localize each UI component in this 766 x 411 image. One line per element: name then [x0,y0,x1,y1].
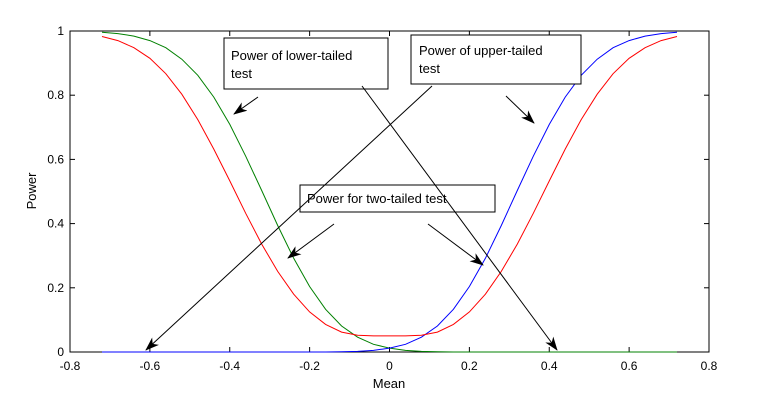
annotation-upper-tailed: Power of upper-tailed test [410,34,582,85]
annotation-lower-line1: Power of lower-tailed [231,48,352,63]
x-tick-label: 0.4 [541,359,558,373]
x-tick-label: -0.4 [219,359,240,373]
x-tick-label: 0.6 [621,359,638,373]
x-tick-label: -0.6 [140,359,161,373]
x-tick-label: 0 [386,359,393,373]
x-tick-label: 0.8 [701,359,718,373]
y-tick-label: 0.4 [47,217,64,231]
annotation-two-line1: Power for two-tailed test [307,191,447,206]
x-tick-label: -0.2 [299,359,320,373]
y-tick-label: 0.8 [47,88,64,102]
arrow-two-to-left-red [287,223,335,259]
annotation-arrows [145,85,558,351]
arrow-upper-to-blue [505,95,535,124]
annotation-lower-tailed: Power of lower-tailed test [223,37,389,90]
annotation-box-two [299,184,496,213]
y-tick-label: 0 [57,345,64,359]
axis-ticks: -0.8 -0.6 -0.4 -0.2 0 0.2 0.4 0.6 0.8 0 0.2 0.4 0.6 0… [47,24,717,373]
x-tick-label: 0.2 [461,359,478,373]
annotation-lower-line2: test [231,66,252,81]
annotation-two-tailed: Power for two-tailed test [299,184,496,213]
arrow-lower-to-green [233,96,259,115]
arrow-two-to-right-red [427,223,484,266]
y-tick-label: 1 [57,24,64,38]
annotation-box-upper [410,34,582,85]
annotation-upper-line1: Power of upper-tailed [419,43,543,58]
x-tick-label: -0.8 [60,359,81,373]
annotation-upper-line2: test [419,61,440,76]
arrow-lower-to-baseline [361,85,558,351]
annotation-box-lower [223,37,389,90]
y-tick-label: 0.2 [47,281,64,295]
x-axis-label: Mean [373,376,406,391]
two-tailed-power-line [101,36,678,337]
arrow-upper-to-baseline [145,85,433,351]
y-axis-label: Power [24,172,39,210]
y-tick-label: 0.6 [47,152,64,166]
